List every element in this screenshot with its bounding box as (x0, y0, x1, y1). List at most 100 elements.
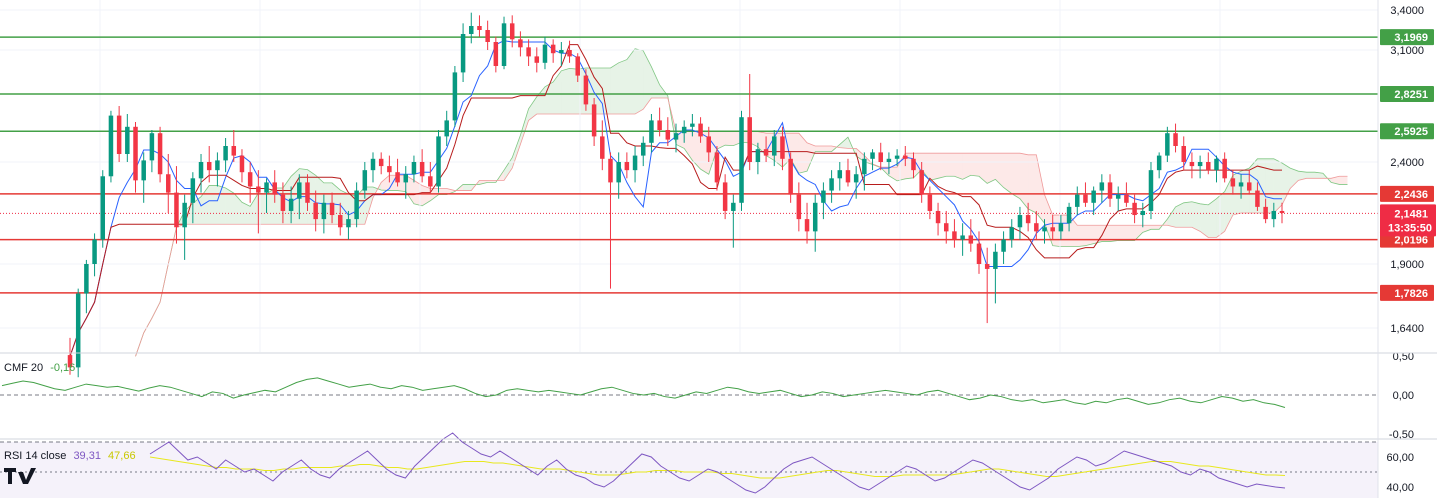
cloud-segment (921, 153, 930, 181)
level-badge-label: 3,1969 (1394, 32, 1428, 44)
candle-body (297, 182, 302, 199)
cloud-segment (438, 188, 447, 195)
cloud-segment (1101, 225, 1111, 242)
candle-body (215, 160, 220, 171)
cloud-segment (209, 185, 218, 225)
candle-body (223, 146, 228, 161)
candle-body (485, 30, 490, 42)
price-levels (0, 36, 1378, 294)
price-tick-label: 2,4000 (1390, 157, 1424, 169)
candle-body (1189, 162, 1195, 167)
cloud-segment (569, 68, 578, 114)
candle-body (1279, 210, 1285, 213)
candle-body (321, 202, 327, 220)
cloud-segment (422, 185, 431, 206)
candle-body (780, 136, 785, 159)
candle-body (370, 158, 376, 171)
cloud-segment (602, 68, 611, 114)
cmf-tick-label: -0,50 (1389, 429, 1414, 441)
candle-body (395, 172, 400, 183)
candle-body (608, 158, 613, 183)
cloud-segment (1208, 198, 1217, 238)
candle-body (559, 50, 564, 54)
candle-body (1066, 206, 1072, 224)
candle-body (1009, 227, 1015, 240)
candle-body (1271, 210, 1277, 220)
candle-body (853, 174, 859, 183)
cloud-segment (1142, 225, 1151, 233)
candle-body (919, 170, 924, 195)
candle-body (837, 170, 843, 179)
candle-body (419, 162, 425, 177)
candle-body (206, 162, 212, 171)
candle-body (174, 192, 179, 228)
cloud-segment (1126, 225, 1135, 241)
rsi-line (149, 432, 1286, 494)
candle-body (878, 152, 883, 162)
cloud-segment (995, 153, 1004, 188)
candle-body (477, 26, 482, 30)
cloud-segment (839, 137, 848, 149)
candle-body (1025, 215, 1031, 224)
cmf-tick-label: 0,50 (1393, 351, 1414, 363)
candle-body (108, 115, 114, 177)
candle-body (1255, 190, 1260, 207)
candle-body (722, 182, 728, 211)
rsi-value: 39,31 (73, 450, 101, 462)
candle-body (272, 182, 277, 195)
candle-body (362, 170, 368, 191)
cloud-segment (1175, 202, 1184, 228)
cloud-segment (716, 131, 726, 150)
cloud-segment (1273, 158, 1282, 213)
candle-body (428, 176, 433, 187)
candle-body (894, 155, 900, 159)
cloud-segment (1044, 194, 1053, 246)
candle-body (231, 146, 237, 156)
cloud-segment (929, 153, 939, 181)
cloud-segment (463, 184, 472, 191)
candle-body (1099, 182, 1105, 191)
kijun-line (69, 44, 1282, 357)
candlesticks (67, 12, 1285, 378)
candle-body (493, 42, 499, 66)
candle-body (329, 202, 335, 216)
candle-body (821, 190, 826, 203)
candle-body (92, 239, 97, 264)
candle-body (1230, 178, 1236, 187)
candle-body (583, 75, 589, 105)
candle-body (1222, 158, 1227, 179)
cloud-segment (512, 135, 521, 169)
candle-body (337, 215, 343, 228)
candle-body (501, 23, 507, 66)
candle-body (567, 50, 572, 57)
cloud-segment (626, 48, 636, 114)
cloud-segment (1011, 153, 1020, 199)
candle-body (84, 264, 89, 294)
candle-body (67, 355, 73, 368)
cloud-segment (823, 146, 832, 152)
price-tick-label: 3,4000 (1390, 5, 1424, 17)
candle-body (911, 158, 916, 171)
cloud-segment (233, 193, 242, 225)
candle-body (772, 136, 777, 156)
candle-body (1263, 206, 1268, 220)
candle-body (600, 136, 605, 159)
candle-body (624, 162, 630, 171)
cloud-segment (1085, 225, 1094, 246)
candle-body (1050, 227, 1055, 232)
cloud-segment (1265, 158, 1274, 213)
candle-body (698, 123, 703, 137)
candle-body (935, 210, 941, 224)
cloud-segment (856, 148, 865, 162)
candle-body (591, 104, 597, 137)
candle-body (133, 126, 138, 181)
candle-body (1181, 146, 1186, 162)
candle-body (632, 155, 638, 171)
cloud-segment (528, 96, 537, 121)
candle-body (75, 293, 81, 368)
cloud-segment (504, 157, 513, 181)
candle-body (1017, 215, 1023, 228)
indicator-lines (69, 40, 1282, 357)
countdown-label: 13:35:50 (1388, 222, 1432, 234)
cloud-segment (725, 131, 734, 146)
